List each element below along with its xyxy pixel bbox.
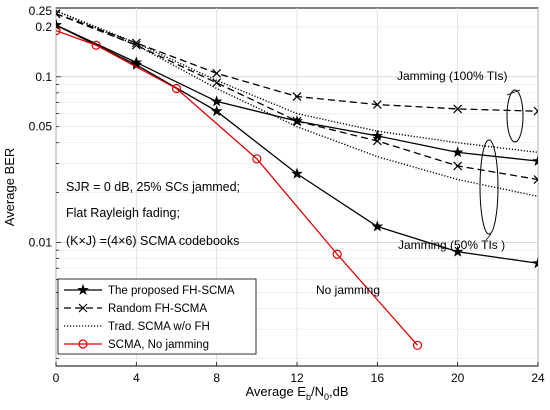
series-1 xyxy=(56,19,538,269)
annotation-jam50: Jamming (50% TIs ) xyxy=(398,238,505,252)
data-point-circle xyxy=(332,249,342,259)
x-tick-label: 4 xyxy=(133,371,140,385)
x-tick-label: 16 xyxy=(371,371,385,385)
data-point-x xyxy=(212,68,222,78)
legend-label: The proposed FH-SCMA xyxy=(108,285,235,297)
data-point-circle xyxy=(171,83,182,94)
data-point-circle xyxy=(252,154,262,164)
series-line xyxy=(56,10,538,198)
y-tick-label: 0.25 xyxy=(29,4,53,18)
x-tick-label: 0 xyxy=(53,371,60,385)
data-point-circle xyxy=(91,40,101,50)
data-point-star xyxy=(210,105,223,117)
legend-label: Trad. SCMA w/o FH xyxy=(108,321,210,333)
data-point-x xyxy=(56,9,61,19)
jam50-ellipse xyxy=(479,139,499,235)
data-point-star xyxy=(291,167,303,179)
data-point-x xyxy=(131,38,141,48)
legend-label: SCMA, No jamming xyxy=(108,339,209,351)
data-point-x xyxy=(533,106,538,116)
legend-marker xyxy=(78,339,88,349)
annotation-nojam: No jamming xyxy=(316,283,380,297)
data-point-star xyxy=(451,146,464,158)
data-point-x xyxy=(533,175,538,184)
data-point-x xyxy=(292,116,302,126)
data-point-x xyxy=(372,100,382,109)
series-3 xyxy=(56,9,538,184)
y-tick-label: 0.01 xyxy=(29,236,53,250)
legend-marker xyxy=(77,283,89,295)
y-tick-label: 0.1 xyxy=(35,70,52,84)
annotation-conditions-1: SJR = 0 dB, 25% SCs jammed; xyxy=(66,180,240,194)
series-6 xyxy=(56,25,423,350)
legend-box xyxy=(57,278,257,355)
series-5 xyxy=(56,10,538,198)
jam100-ellipse xyxy=(506,89,524,143)
series-line xyxy=(56,29,418,346)
jam100-pointer xyxy=(506,89,521,96)
series-line xyxy=(56,10,538,154)
legend-label: Random FH-SCMA xyxy=(108,303,207,315)
annotation-conditions-2: Flat Rayleigh fading; xyxy=(66,206,180,220)
series-layer xyxy=(56,9,538,350)
data-point-x xyxy=(453,104,463,114)
y-tick-label: 0.05 xyxy=(29,120,53,134)
data-point-star xyxy=(371,220,384,232)
data-point-circle xyxy=(412,340,423,350)
axis-ticks: 0 4 8 12 16 20 24 0.01 0.05 0.1 0.2 0.25 xyxy=(29,4,545,385)
data-point-x xyxy=(292,92,302,101)
legend-marker xyxy=(78,303,88,313)
data-point-circle xyxy=(56,25,61,36)
y-tick-label: 0.2 xyxy=(35,20,52,34)
y-axis-label: Average BER xyxy=(2,148,17,227)
data-point-x xyxy=(453,161,463,171)
data-point-x xyxy=(212,78,222,88)
data-point-star xyxy=(451,245,464,257)
x-tick-label: 8 xyxy=(213,371,220,385)
data-point-star xyxy=(210,95,223,107)
data-point-star xyxy=(371,129,384,141)
data-point-star xyxy=(532,154,538,167)
x-axis-label: Average Eb/N0,dB xyxy=(245,384,348,402)
data-point-x xyxy=(372,136,382,146)
legend: The proposed FH-SCMA Random FH-SCMA Trad. … xyxy=(57,278,257,355)
jam50-pointer xyxy=(485,233,492,241)
x-tick-label: 20 xyxy=(451,371,465,385)
annotation-conditions-3: (K×J) =(4×6) SCMA codebooks xyxy=(66,234,239,248)
x-tick-label: 12 xyxy=(290,371,304,385)
x-tick-label: 24 xyxy=(531,371,545,385)
series-4 xyxy=(56,10,538,154)
annotation-jam100: Jamming (100% TIs) xyxy=(397,69,507,83)
data-point-star xyxy=(532,257,538,269)
